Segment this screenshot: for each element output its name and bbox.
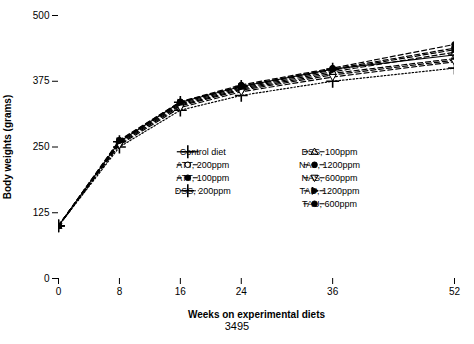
svg-text:0: 0 xyxy=(44,273,50,284)
svg-text:TAU, 1200ppm: TAU, 1200ppm xyxy=(300,186,360,196)
svg-text:24: 24 xyxy=(236,286,248,297)
svg-text:375: 375 xyxy=(33,75,50,86)
svg-text:8: 8 xyxy=(117,286,123,297)
svg-text:500: 500 xyxy=(33,10,50,21)
svg-text:NAS, 1200ppm: NAS, 1200ppm xyxy=(299,160,360,170)
svg-text:0: 0 xyxy=(56,286,62,297)
svg-text:Body weights (grams): Body weights (grams) xyxy=(2,95,13,199)
svg-text:ATT, 200ppm: ATT, 200ppm xyxy=(176,160,229,170)
svg-text:DSS, 200ppm: DSS, 200ppm xyxy=(175,186,231,196)
svg-text:Control diet: Control diet xyxy=(180,147,227,157)
svg-text:16: 16 xyxy=(175,286,187,297)
html-text:3495: 3495 xyxy=(224,320,250,332)
svg-text:TAU, 600ppm: TAU, 600ppm xyxy=(302,199,357,209)
svg-text:NAS, 600ppm: NAS, 600ppm xyxy=(302,173,358,183)
svg-text:250: 250 xyxy=(33,141,50,152)
svg-text:52: 52 xyxy=(449,286,461,297)
svg-text:Weeks on experimental diets: Weeks on experimental diets xyxy=(188,309,326,320)
svg-text:DSS, 100ppm: DSS, 100ppm xyxy=(302,147,358,157)
svg-text:125: 125 xyxy=(33,207,50,218)
svg-text:36: 36 xyxy=(327,286,339,297)
svg-text:ATT, 100ppm: ATT, 100ppm xyxy=(176,173,229,183)
